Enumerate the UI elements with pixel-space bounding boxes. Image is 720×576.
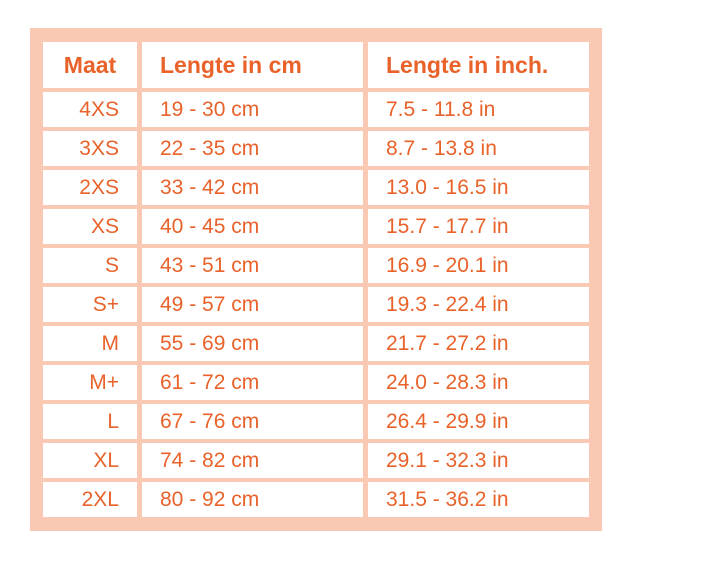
table-cell: 16.9 - 20.1 in: [368, 248, 589, 283]
table-cell: 22 - 35 cm: [142, 131, 363, 166]
table-cell: 15.7 - 17.7 in: [368, 209, 589, 244]
table-cell: 67 - 76 cm: [142, 404, 363, 439]
table-cell: 21.7 - 27.2 in: [368, 326, 589, 361]
table-cell: 2XS: [43, 170, 137, 205]
table-cell: 3XS: [43, 131, 137, 166]
table-cell: 55 - 69 cm: [142, 326, 363, 361]
table-cell: 7.5 - 11.8 in: [368, 92, 589, 127]
table-cell: M+: [43, 365, 137, 400]
table-cell: S+: [43, 287, 137, 322]
table-cell: 19 - 30 cm: [142, 92, 363, 127]
table-cell: XL: [43, 443, 137, 478]
table-cell: 31.5 - 36.2 in: [368, 482, 589, 517]
header-cell: Maat: [43, 42, 137, 88]
table-cell: 8.7 - 13.8 in: [368, 131, 589, 166]
table-cell: 61 - 72 cm: [142, 365, 363, 400]
table-cell: 2XL: [43, 482, 137, 517]
table-cell: 43 - 51 cm: [142, 248, 363, 283]
table-cell: L: [43, 404, 137, 439]
table-cell: M: [43, 326, 137, 361]
table-cell: 49 - 57 cm: [142, 287, 363, 322]
table-cell: 4XS: [43, 92, 137, 127]
table-cell: 29.1 - 32.3 in: [368, 443, 589, 478]
table-cell: 19.3 - 22.4 in: [368, 287, 589, 322]
table-cell: 26.4 - 29.9 in: [368, 404, 589, 439]
table-cell: S: [43, 248, 137, 283]
header-cell: Lengte in cm: [142, 42, 363, 88]
size-table: Maat Lengte in cm Lengte in inch. 4XS 19 - 3…: [30, 28, 602, 531]
table-cell: 74 - 82 cm: [142, 443, 363, 478]
table-cell: 40 - 45 cm: [142, 209, 363, 244]
table-cell: 80 - 92 cm: [142, 482, 363, 517]
header-cell: Lengte in inch.: [368, 42, 589, 88]
table-cell: 33 - 42 cm: [142, 170, 363, 205]
table-cell: 24.0 - 28.3 in: [368, 365, 589, 400]
table-cell: 13.0 - 16.5 in: [368, 170, 589, 205]
table-cell: XS: [43, 209, 137, 244]
